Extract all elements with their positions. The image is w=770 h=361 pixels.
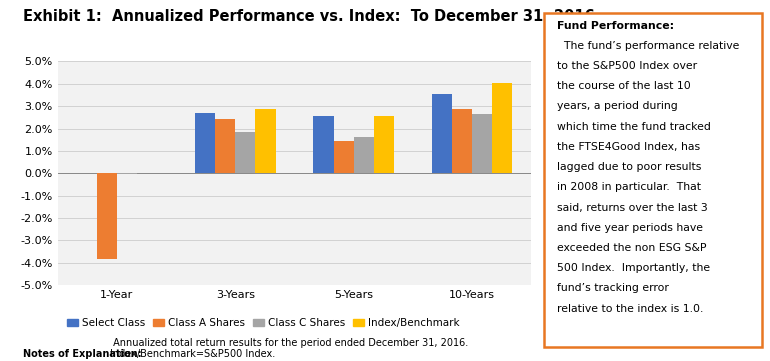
Bar — [215, 119, 236, 173]
Bar — [313, 116, 333, 173]
Bar — [452, 109, 472, 173]
Bar — [472, 114, 492, 173]
Bar — [333, 141, 353, 173]
Text: exceeded the non ESG S&P: exceeded the non ESG S&P — [557, 243, 707, 253]
Text: said, returns over the last 3: said, returns over the last 3 — [557, 203, 708, 213]
Text: the FTSE4Good Index, has: the FTSE4Good Index, has — [557, 142, 701, 152]
Bar — [236, 132, 256, 173]
Text: 500 Index.  Importantly, the: 500 Index. Importantly, the — [557, 263, 711, 273]
Text: Annualized total return results for the period ended December 31, 2016.
Index/Be: Annualized total return results for the … — [110, 338, 468, 359]
Text: Exhibit 1:  Annualized Performance vs. Index:  To December 31, 2016: Exhibit 1: Annualized Performance vs. In… — [23, 9, 595, 24]
Text: fund’s tracking error: fund’s tracking error — [557, 283, 669, 293]
Text: which time the fund tracked: which time the fund tracked — [557, 122, 711, 132]
Text: The fund’s performance relative: The fund’s performance relative — [557, 41, 740, 51]
Text: Notes of Explanation:: Notes of Explanation: — [23, 349, 142, 359]
Legend: Select Class, Class A Shares, Class C Shares, Index/Benchmark: Select Class, Class A Shares, Class C Sh… — [63, 314, 464, 332]
Text: the course of the last 10: the course of the last 10 — [557, 81, 691, 91]
Bar — [374, 116, 394, 173]
Text: Fund Performance:: Fund Performance: — [557, 21, 675, 31]
Bar — [353, 137, 374, 173]
Text: in 2008 in particular.  That: in 2008 in particular. That — [557, 182, 701, 192]
Bar — [97, 173, 117, 260]
Text: years, a period during: years, a period during — [557, 101, 678, 112]
Bar — [492, 83, 512, 173]
Bar — [432, 95, 452, 173]
Text: relative to the index is 1.0.: relative to the index is 1.0. — [557, 304, 704, 314]
Text: to the S&P500 Index over: to the S&P500 Index over — [557, 61, 698, 71]
Text: lagged due to poor results: lagged due to poor results — [557, 162, 702, 172]
Bar — [117, 173, 137, 174]
Text: and five year periods have: and five year periods have — [557, 223, 704, 233]
Bar — [195, 113, 215, 173]
Bar — [256, 109, 276, 173]
